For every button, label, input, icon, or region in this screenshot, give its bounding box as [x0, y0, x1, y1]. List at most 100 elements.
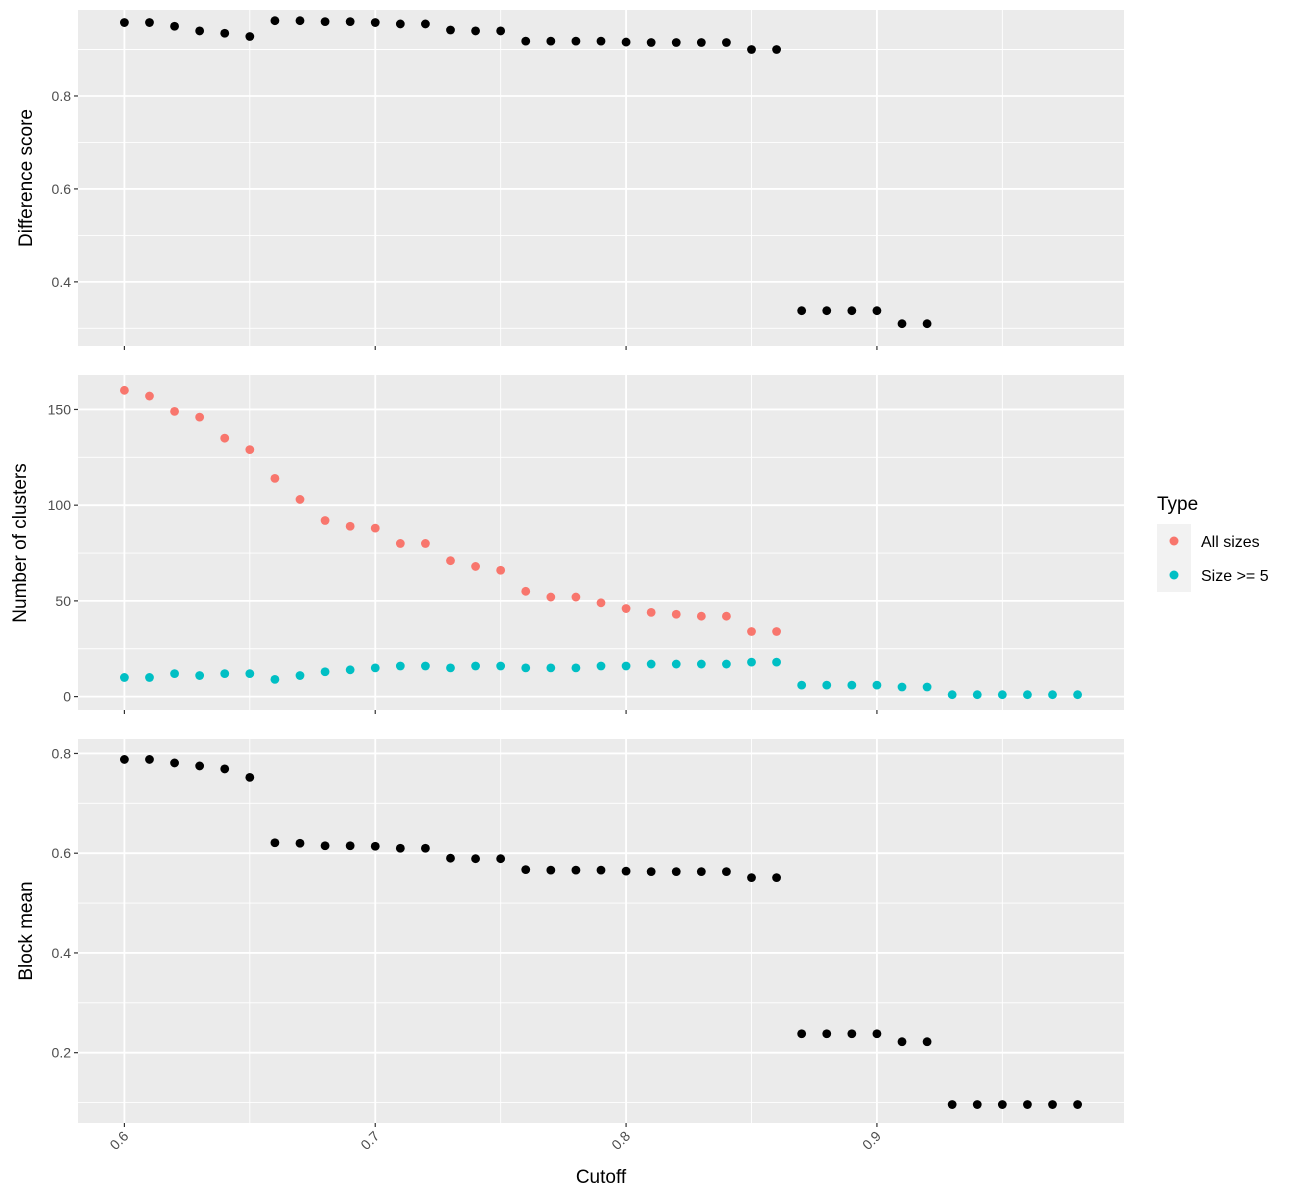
data-point — [471, 854, 480, 864]
legend: Type All sizes Size >= 5 — [1157, 494, 1269, 592]
data-point — [521, 865, 531, 875]
legend-entry-all-sizes: All sizes — [1157, 524, 1260, 558]
data-point — [421, 661, 430, 671]
data-point — [120, 673, 129, 682]
panel-background — [78, 10, 1124, 346]
data-point — [546, 36, 556, 46]
data-point — [170, 758, 179, 768]
data-point — [320, 841, 330, 851]
data-point — [847, 1029, 857, 1039]
data-point — [822, 680, 832, 690]
y-tick-label: 50 — [55, 593, 71, 609]
data-point — [696, 611, 706, 621]
data-point — [621, 661, 631, 671]
data-point — [145, 673, 154, 682]
data-point — [295, 838, 305, 848]
data-point — [772, 627, 781, 636]
data-point — [797, 680, 807, 690]
data-point — [722, 659, 731, 669]
data-point — [395, 19, 405, 29]
data-point — [1073, 1100, 1082, 1109]
y-axis: 0.4 0.6 0.8 — [52, 88, 78, 290]
data-point — [571, 592, 581, 602]
data-point — [521, 586, 531, 596]
data-point — [722, 611, 731, 621]
data-point — [421, 843, 430, 853]
data-point — [646, 38, 656, 47]
data-point — [270, 674, 280, 684]
data-point — [997, 690, 1007, 700]
data-point — [747, 657, 756, 667]
data-point — [772, 45, 781, 54]
data-points — [120, 385, 1082, 700]
data-point — [120, 755, 129, 764]
data-point — [170, 406, 179, 416]
data-point — [270, 16, 280, 26]
data-point — [972, 1100, 982, 1109]
data-point — [671, 609, 681, 619]
data-point — [822, 1029, 832, 1039]
data-point — [245, 445, 255, 455]
data-point — [220, 433, 230, 443]
data-point — [922, 319, 932, 329]
y-axis-title: Block mean — [16, 881, 37, 980]
y-tick-label: 0 — [63, 689, 71, 705]
data-point — [571, 865, 581, 875]
data-point — [195, 26, 205, 36]
data-points — [120, 755, 1082, 1109]
data-point — [370, 18, 380, 27]
data-point — [220, 669, 230, 679]
data-point — [496, 565, 506, 575]
y-tick-label: 0.2 — [52, 1045, 72, 1061]
y-tick-label: 0.4 — [52, 945, 72, 961]
data-point — [320, 516, 330, 525]
data-point — [621, 866, 631, 876]
data-point — [671, 659, 681, 669]
data-point — [596, 661, 606, 671]
data-point — [370, 663, 380, 673]
legend-label-size-5-plus: Size >= 5 — [1201, 568, 1269, 585]
data-point — [997, 1100, 1007, 1109]
data-point — [320, 667, 330, 677]
legend-title: Type — [1157, 494, 1198, 515]
data-point — [295, 16, 305, 26]
grid-lines — [78, 10, 1124, 346]
data-point — [922, 682, 932, 692]
data-point — [646, 607, 656, 617]
data-point — [496, 26, 506, 36]
y-tick-label: 0.6 — [52, 181, 72, 197]
data-point — [621, 37, 631, 47]
data-point — [345, 17, 355, 27]
data-point — [671, 867, 681, 877]
data-point — [696, 659, 706, 669]
y-tick-label: 150 — [48, 401, 72, 417]
data-point — [847, 680, 857, 690]
data-point — [270, 838, 280, 848]
data-point — [145, 755, 154, 764]
data-point — [295, 671, 305, 680]
y-axis-title: Number of clusters — [10, 463, 31, 622]
data-point — [797, 306, 807, 316]
data-point — [345, 841, 355, 851]
data-point — [747, 627, 756, 636]
data-point — [947, 1100, 957, 1109]
data-point — [496, 661, 506, 671]
data-point — [1048, 1100, 1057, 1109]
data-point — [822, 306, 832, 316]
data-point — [446, 25, 455, 35]
data-point — [521, 663, 531, 673]
x-axis-ticks — [123, 346, 878, 350]
y-tick-label: 0.6 — [52, 845, 72, 861]
grid-lines — [78, 739, 1124, 1123]
data-point — [496, 854, 506, 864]
data-point — [395, 843, 405, 853]
data-point — [395, 539, 405, 548]
y-tick-label: 0.8 — [52, 88, 72, 104]
data-point — [722, 38, 731, 47]
data-point — [1073, 690, 1082, 700]
data-point — [145, 391, 154, 401]
data-point — [421, 539, 430, 548]
data-point — [471, 661, 480, 671]
data-point — [446, 556, 455, 566]
data-point — [295, 495, 305, 504]
